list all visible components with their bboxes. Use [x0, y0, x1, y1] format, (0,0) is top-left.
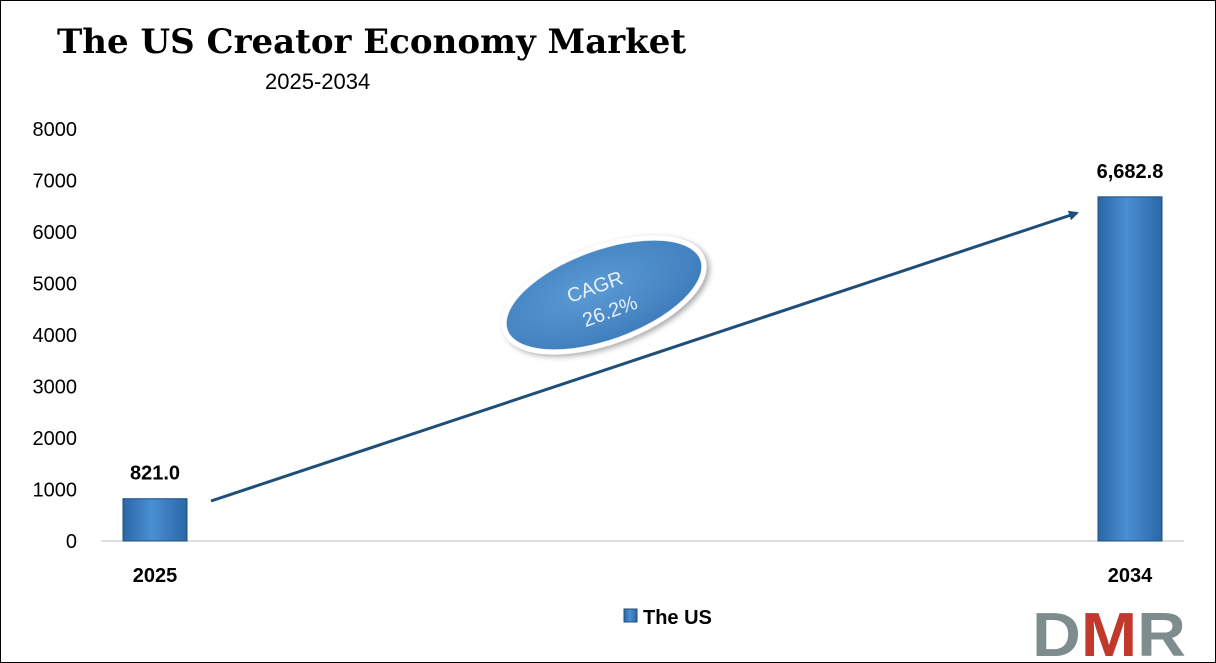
- y-tick-label: 4000: [33, 325, 78, 347]
- y-tick-label: 0: [66, 531, 77, 553]
- data-labels-group: 821.0 6,682.8: [130, 161, 1163, 485]
- legend-swatch: [623, 608, 638, 623]
- x-tick-label-2025: 2025: [133, 565, 178, 587]
- cagr-ellipse: [501, 235, 707, 355]
- chart-subtitle: 2025-2034: [265, 69, 370, 94]
- y-tick-label: 1000: [33, 480, 78, 502]
- legend-label: The US: [643, 607, 712, 629]
- logo-letter-m: M: [1081, 601, 1137, 662]
- y-tick-label: 7000: [33, 171, 78, 193]
- x-axis: 2025 2034: [133, 565, 1153, 587]
- y-tick-label: 8000: [33, 119, 78, 141]
- bars-group: [122, 196, 1163, 542]
- logo-letter-r: R: [1137, 601, 1186, 662]
- chart-title: The US Creator Economy Market: [57, 22, 686, 62]
- y-tick-label: 5000: [33, 274, 78, 296]
- svg-text:DMR: DMR: [1032, 601, 1186, 662]
- data-label-2025: 821.0: [130, 463, 180, 485]
- cagr-arrow: [210, 210, 1079, 503]
- y-tick-label: 6000: [33, 222, 78, 244]
- x-tick-label-2034: 2034: [1108, 565, 1153, 587]
- bar-2034: [1097, 196, 1163, 542]
- legend: The US: [623, 607, 712, 629]
- dmr-logo: DMR: [1032, 601, 1186, 662]
- data-label-2034: 6,682.8: [1097, 161, 1164, 183]
- y-axis: 0 1000 2000 3000 4000 5000 6000 7000 8000: [33, 119, 78, 553]
- y-tick-label: 3000: [33, 377, 78, 399]
- cagr-annotation: CAGR 26.2%: [501, 235, 707, 355]
- bar-2025: [122, 498, 188, 542]
- y-tick-label: 2000: [33, 428, 78, 450]
- logo-letter-d: D: [1032, 601, 1081, 662]
